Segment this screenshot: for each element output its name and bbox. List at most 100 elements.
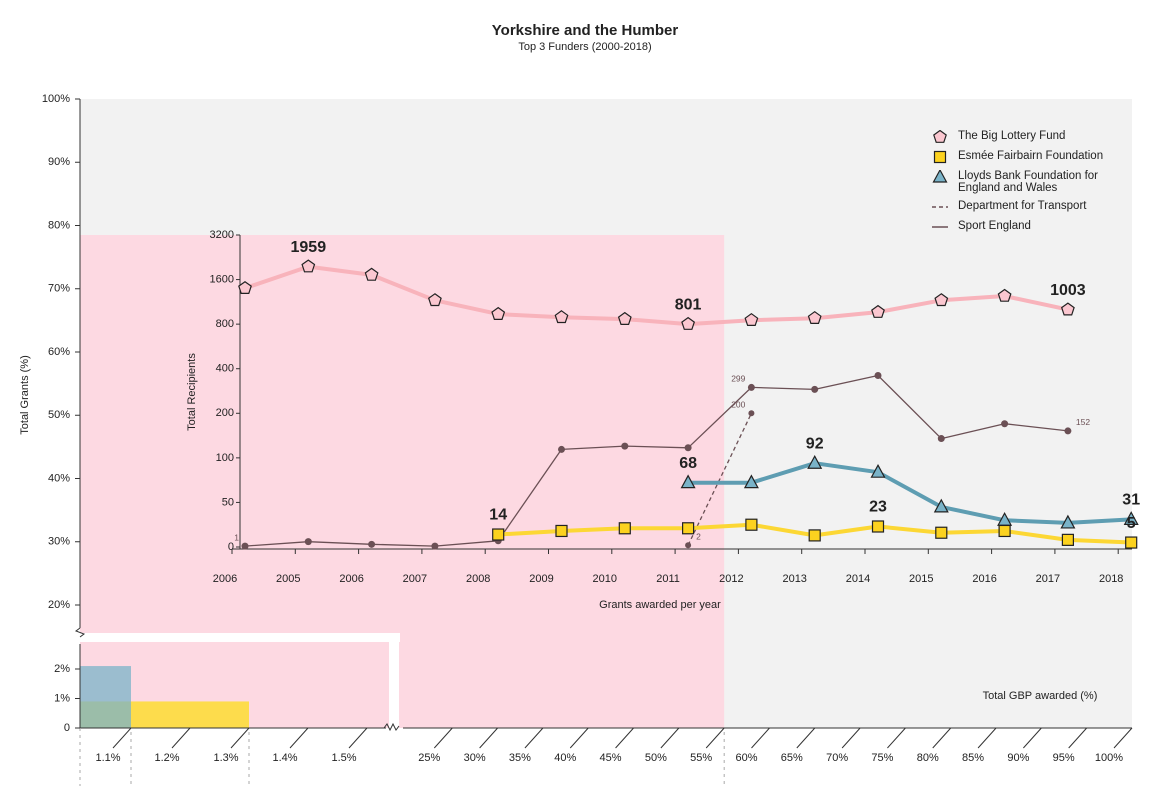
marker <box>555 524 568 538</box>
y-tick-label: 30% <box>48 536 70 548</box>
legend-item: Sport England <box>930 220 1105 234</box>
x-tick <box>1068 727 1088 749</box>
marker <box>744 312 759 326</box>
legend-item: The Big Lottery Fund <box>930 130 1105 144</box>
marker <box>871 520 885 533</box>
x-tick <box>932 727 952 749</box>
x-tick <box>289 727 309 749</box>
y-tick-label: 3200 <box>210 229 234 241</box>
marker <box>431 542 439 550</box>
y-tick-label: 800 <box>216 318 234 330</box>
x-tick-label: 1.4% <box>272 752 297 764</box>
marker <box>807 454 823 469</box>
value-label: 31 <box>1122 492 1140 509</box>
x-tick <box>796 727 816 749</box>
x-tick-label: 1.2% <box>154 752 179 764</box>
x-tick-label: 2009 <box>529 573 553 585</box>
x-tick <box>479 727 498 749</box>
marker <box>558 445 565 453</box>
x-tick-label: 100% <box>1095 752 1123 764</box>
x-tick-label: 2016 <box>972 573 996 585</box>
series-line <box>244 264 1069 327</box>
x-tick-label: 80% <box>917 752 939 764</box>
marker <box>932 170 948 183</box>
x-tick-label: 40% <box>554 752 576 764</box>
x-tick-label: 85% <box>962 752 984 764</box>
x-tick-label: 2006 <box>213 573 237 585</box>
legend-label: The Big Lottery Fund <box>958 130 1066 142</box>
legend-icon <box>932 206 948 208</box>
marker <box>1125 536 1138 549</box>
marker <box>364 267 379 281</box>
x-tick-label: 1.3% <box>213 752 238 764</box>
legend-item: Department for Transport <box>930 200 1105 214</box>
legend-item: Esmée Fairbairn Foundation <box>930 150 1105 164</box>
x-tick-label: 65% <box>781 752 803 764</box>
y-tick-label: 100% <box>42 93 70 105</box>
y-axis-title: Total Recipients <box>186 353 198 431</box>
value-label: 2 <box>696 531 701 541</box>
marker <box>1060 302 1075 316</box>
marker <box>617 311 632 325</box>
chart-subtitle: Top 3 Funders (2000-2018) <box>518 41 651 53</box>
y-tick-label: 50% <box>48 409 70 421</box>
x-tick <box>524 727 544 749</box>
marker <box>301 259 316 273</box>
x-axis-title: Grants awarded per year <box>599 599 721 611</box>
marker <box>743 474 759 489</box>
y-axis-title: Total Grants (%) <box>19 355 31 434</box>
value-label: 1959 <box>291 239 327 256</box>
x-tick-label: 2017 <box>1036 573 1060 585</box>
axis-break-mark <box>383 722 400 732</box>
x-tick-label: 2005 <box>276 573 300 585</box>
marker <box>997 288 1012 302</box>
y-tick-label: 40% <box>48 472 70 484</box>
value-label: 23 <box>869 499 887 516</box>
series-line <box>688 461 1132 525</box>
y-tick-label: 200 <box>216 407 234 419</box>
x-tick <box>977 727 997 749</box>
marker <box>684 444 692 452</box>
value-label: 152 <box>1076 417 1090 427</box>
x-axis-title: Total GBP awarded (%) <box>983 690 1098 702</box>
x-tick-label: 50% <box>645 752 667 764</box>
marker <box>811 385 819 393</box>
x-tick <box>569 727 589 749</box>
value-label: 200 <box>731 400 745 410</box>
legend-label: Sport England <box>958 220 1031 232</box>
marker <box>681 316 696 330</box>
y-tick-label: 100 <box>216 452 234 464</box>
series-line <box>244 374 1068 547</box>
y-tick-label: 20% <box>48 599 70 611</box>
marker <box>1123 511 1139 525</box>
value-label: 68 <box>679 455 697 472</box>
x-tick-label: 1.5% <box>331 752 356 764</box>
axis-break <box>389 633 399 728</box>
value-label: 1003 <box>1050 282 1086 299</box>
x-tick <box>1023 727 1042 749</box>
x-tick <box>751 727 770 749</box>
y-tick-label: 1% <box>54 692 70 704</box>
x-tick <box>171 727 191 749</box>
x-tick-label: 2007 <box>403 573 427 585</box>
x-tick-label: 2011 <box>656 573 680 585</box>
x-tick-label: 75% <box>871 752 893 764</box>
marker <box>934 293 949 307</box>
x-tick <box>112 727 132 749</box>
share-rect <box>80 234 725 729</box>
x-tick <box>887 727 906 749</box>
legend-label: Department for Transport <box>958 200 1087 212</box>
x-tick-label: 30% <box>464 752 486 764</box>
x-tick-label: 2018 <box>1099 573 1123 585</box>
marker <box>1061 533 1075 546</box>
marker <box>933 130 947 143</box>
x-tick-label: 55% <box>690 752 712 764</box>
x-tick-label: 2008 <box>466 573 490 585</box>
y-tick-label: 70% <box>48 283 70 295</box>
marker <box>680 474 696 489</box>
y-tick-label: 0 <box>228 541 234 553</box>
x-tick <box>705 727 725 749</box>
value-label: 1 <box>234 532 239 542</box>
